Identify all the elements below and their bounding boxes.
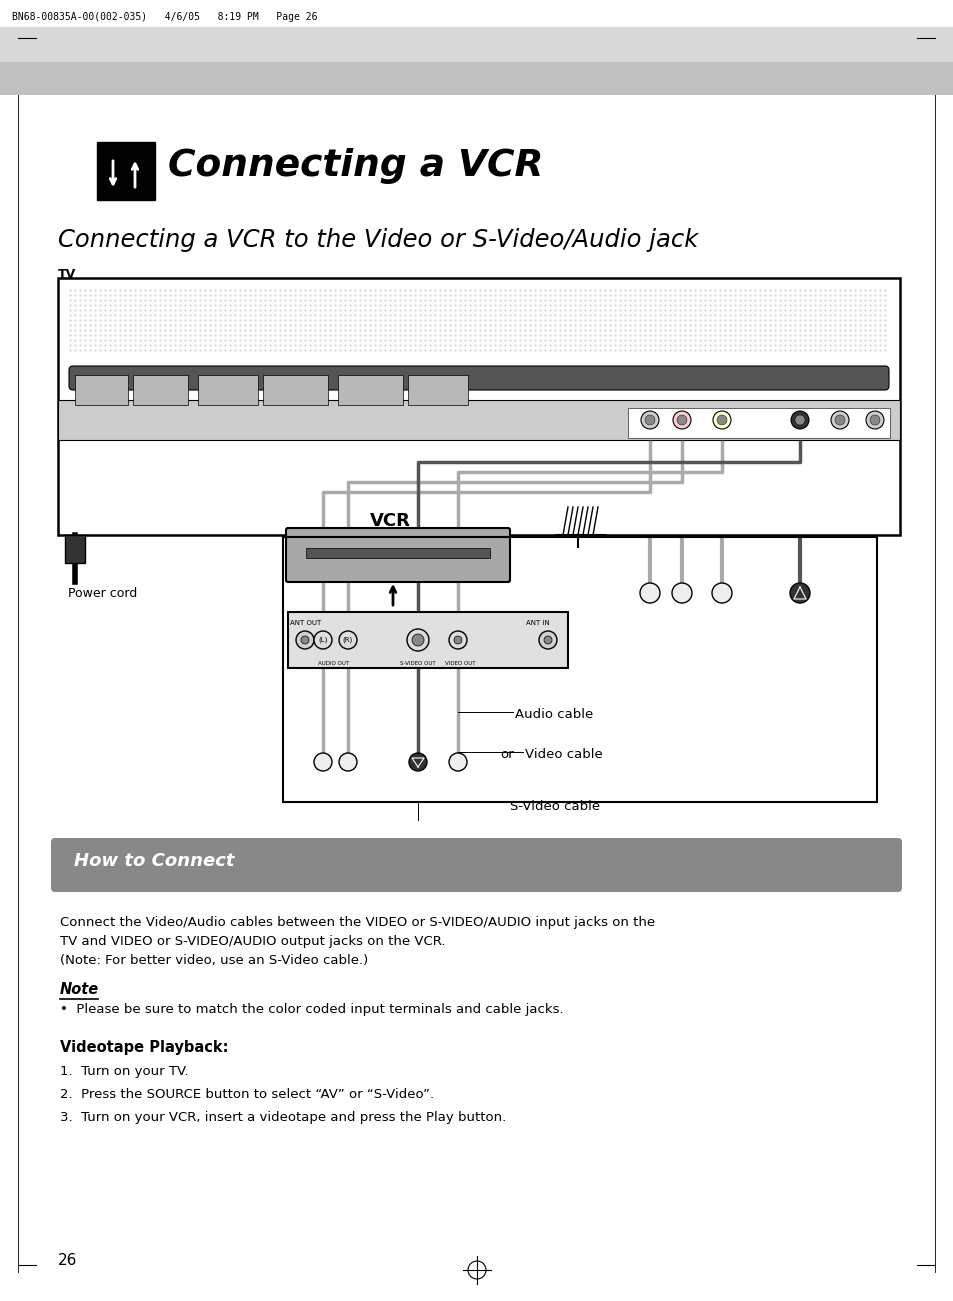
Text: How to Connect: How to Connect [74, 852, 234, 870]
Text: S-VIDEO OUT: S-VIDEO OUT [399, 661, 436, 666]
Text: TV and VIDEO or S-VIDEO/AUDIO output jacks on the VCR.: TV and VIDEO or S-VIDEO/AUDIO output jac… [60, 935, 445, 948]
Circle shape [449, 631, 467, 649]
FancyBboxPatch shape [51, 838, 901, 892]
Circle shape [449, 753, 467, 771]
Text: (Note: For better video, use an S-Video cable.): (Note: For better video, use an S-Video … [60, 954, 368, 967]
Circle shape [865, 411, 883, 429]
Text: (L): (L) [318, 636, 327, 643]
Circle shape [338, 631, 356, 649]
Text: Videotape Playback:: Videotape Playback: [60, 1039, 229, 1055]
Bar [306, 548, 490, 558]
Text: 2.  Press the SOURCE button to select “AV” or “S-Video”.: 2. Press the SOURCE button to select “AV… [60, 1088, 434, 1101]
Bar [58, 399, 899, 440]
Bar [0, 27, 953, 62]
Text: 1.  Turn on your TV.: 1. Turn on your TV. [60, 1066, 189, 1079]
Text: Audio cable: Audio cable [515, 708, 593, 721]
Circle shape [834, 415, 844, 425]
Circle shape [717, 415, 726, 425]
Circle shape [794, 415, 804, 425]
Bar [337, 375, 402, 405]
Text: •  Please be sure to match the color coded input terminals and cable jacks.: • Please be sure to match the color code… [60, 1003, 563, 1016]
Circle shape [671, 583, 691, 602]
Circle shape [677, 415, 686, 425]
Text: (R): (R) [342, 636, 353, 643]
Circle shape [644, 415, 655, 425]
Text: Power cord: Power cord [68, 587, 137, 600]
Text: BN68-00835A-00(002-035)   4/6/05   8:19 PM   Page 26: BN68-00835A-00(002-035) 4/6/05 8:19 PM P… [12, 12, 317, 22]
Circle shape [789, 583, 809, 602]
Bar [65, 535, 85, 563]
Text: 26: 26 [58, 1253, 77, 1268]
Text: VIDEO OUT: VIDEO OUT [444, 661, 475, 666]
Bar [283, 537, 876, 801]
Bar [198, 375, 257, 405]
Bar [97, 142, 154, 200]
Circle shape [295, 631, 314, 649]
Circle shape [412, 634, 423, 647]
Circle shape [869, 415, 879, 425]
Text: 3.  Turn on your VCR, insert a videotape and press the Play button.: 3. Turn on your VCR, insert a videotape … [60, 1111, 506, 1124]
Circle shape [314, 631, 332, 649]
Circle shape [672, 411, 690, 429]
Text: ANT OUT: ANT OUT [290, 621, 321, 626]
Circle shape [712, 411, 730, 429]
Circle shape [639, 583, 659, 602]
Circle shape [543, 636, 552, 644]
Text: Note: Note [60, 982, 99, 997]
Circle shape [711, 583, 731, 602]
Circle shape [407, 628, 429, 650]
Bar [58, 278, 899, 535]
Text: VCR: VCR [369, 513, 410, 530]
Circle shape [338, 753, 356, 771]
Text: Connect the Video/Audio cables between the VIDEO or S-VIDEO/AUDIO input jacks on: Connect the Video/Audio cables between t… [60, 916, 655, 929]
Circle shape [538, 631, 557, 649]
Bar [0, 27, 953, 95]
Circle shape [314, 753, 332, 771]
Bar [408, 375, 468, 405]
Circle shape [790, 411, 808, 429]
Circle shape [640, 411, 659, 429]
Text: AUDIO OUT: AUDIO OUT [318, 661, 349, 666]
Circle shape [830, 411, 848, 429]
Bar [263, 375, 328, 405]
Text: S-Video cable: S-Video cable [510, 800, 599, 813]
Circle shape [301, 636, 309, 644]
Bar [288, 611, 567, 667]
Text: Connecting a VCR: Connecting a VCR [168, 148, 543, 183]
Text: Video cable: Video cable [524, 748, 602, 761]
FancyBboxPatch shape [69, 366, 888, 390]
Circle shape [454, 636, 461, 644]
Text: ANT IN: ANT IN [525, 621, 549, 626]
FancyBboxPatch shape [286, 528, 510, 582]
Text: TV: TV [58, 268, 76, 281]
Bar [75, 375, 128, 405]
Bar [627, 409, 889, 438]
Bar [132, 375, 188, 405]
Circle shape [409, 753, 427, 771]
Text: Connecting a VCR to the Video or S-Video/Audio jack: Connecting a VCR to the Video or S-Video… [58, 228, 698, 252]
Text: or: or [499, 748, 513, 761]
